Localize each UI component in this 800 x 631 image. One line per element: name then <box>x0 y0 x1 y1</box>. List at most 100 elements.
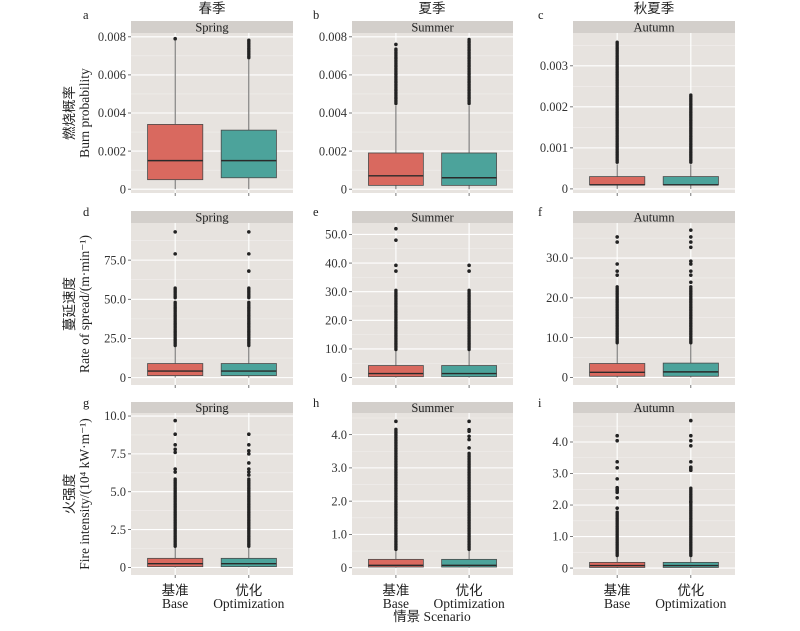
outlier-point <box>247 452 251 456</box>
y-tick-label: 25.0 <box>104 332 126 346</box>
y-tick-label: 0.006 <box>98 68 126 82</box>
outlier-point <box>689 235 693 239</box>
y-tick-label: 0 <box>562 371 568 385</box>
box-base <box>368 419 424 568</box>
panel-b: Summer b 0 0.002 0.004 0.006 0.008 <box>313 8 513 196</box>
row-label-en: Rate of spread/(m·min⁻¹) <box>77 235 92 373</box>
scenario-labels: 基准Base优化Optimization基准Base优化Optimization… <box>162 582 727 611</box>
outlier-point <box>247 38 251 42</box>
y-tick-label: 20.0 <box>325 314 347 328</box>
y-tick-label: 0.008 <box>319 30 347 44</box>
outlier-point <box>615 433 619 438</box>
interquartile-box <box>220 129 277 179</box>
outlier-point <box>689 259 693 264</box>
box-base <box>589 40 646 189</box>
facet-strip <box>352 211 513 223</box>
outlier-point <box>394 226 398 231</box>
outlier-point <box>615 285 619 289</box>
outlier-point <box>615 510 619 514</box>
panel-letter: d <box>83 205 90 219</box>
y-tick-label: 2.0 <box>331 494 347 508</box>
y-tick-label: 7.5 <box>110 447 126 461</box>
outlier-point <box>689 460 693 464</box>
outlier-point <box>467 269 471 273</box>
box-optimization <box>220 432 277 568</box>
outlier-point <box>615 466 619 470</box>
y-tick-label: 0 <box>341 371 347 385</box>
panel-d: Spring d 0 25.0 50.0 75.0 <box>83 205 293 388</box>
scenario-label-en: Base <box>162 596 188 611</box>
y-tick-label: 30.0 <box>325 285 347 299</box>
facet-strip <box>352 21 513 33</box>
outlier-point <box>467 451 471 456</box>
y-tick-label: 10.0 <box>104 409 126 423</box>
outlier-point <box>467 263 471 268</box>
row-label-zh: 火强度 <box>62 474 77 515</box>
row-label-burn-probability: 燃烧概率 Burn probability <box>61 68 92 158</box>
outlier-point <box>689 245 693 250</box>
box-base <box>147 230 204 378</box>
y-tick-label: 0 <box>120 182 126 196</box>
row-label-en: Burn probability <box>77 68 92 158</box>
y-tick-label: 0 <box>341 182 347 196</box>
panel-background <box>352 413 513 575</box>
row-label-rate-of-spread: 蔓延速度 Rate of spread/(m·min⁻¹) <box>62 235 92 373</box>
y-tick-label: 0.002 <box>540 100 568 114</box>
outlier-point <box>394 427 398 432</box>
y-tick-label: 30.0 <box>546 251 568 265</box>
box-optimization <box>441 37 497 190</box>
y-tick-label: 0 <box>341 561 347 575</box>
y-tick-label: 0.004 <box>319 106 348 120</box>
interquartile-box <box>368 152 424 186</box>
outlier-point <box>689 240 693 244</box>
outlier-point <box>615 485 619 490</box>
panel-letter: c <box>538 8 544 22</box>
outlier-point <box>467 37 471 42</box>
panel-letter: h <box>313 396 320 410</box>
interquartile-box <box>147 557 204 568</box>
panel-background <box>352 223 513 385</box>
facet-strip <box>573 21 735 33</box>
y-tick-label: 1.0 <box>331 528 347 542</box>
box-optimization <box>662 228 719 378</box>
outlier-point <box>615 506 619 510</box>
outlier-point <box>689 465 693 470</box>
outlier-point <box>173 477 177 481</box>
outlier-point <box>615 240 619 244</box>
scenario-label-zh: 基准 <box>162 582 189 598</box>
outlier-point <box>247 252 251 256</box>
interquartile-box <box>220 557 277 568</box>
y-tick-label: 4.0 <box>552 435 568 449</box>
panel-i: Autumn i 0 1.0 2.0 3.0 4.0 <box>538 396 735 578</box>
y-tick-label: 0 <box>120 561 126 575</box>
outlier-point <box>467 434 471 439</box>
panel-background <box>131 413 293 575</box>
outlier-point <box>615 40 619 44</box>
y-tick-label: 0 <box>562 182 568 196</box>
panel-letter: i <box>538 396 542 410</box>
outlier-point <box>615 235 619 239</box>
panel-a: Spring a 0 0.002 0.004 0.006 0.008 <box>83 8 293 196</box>
y-tick-label: 5.0 <box>110 485 126 499</box>
box-optimization <box>220 230 277 378</box>
outlier-point <box>173 252 177 256</box>
outlier-point <box>394 263 398 268</box>
facet-strip <box>352 402 513 413</box>
outlier-point <box>394 238 398 242</box>
interquartile-box <box>662 176 719 186</box>
outlier-point <box>689 228 693 232</box>
outlier-point <box>615 438 619 443</box>
outlier-point <box>689 500 693 504</box>
outlier-point <box>615 269 619 273</box>
facet-strip-label: Summer <box>411 401 454 415</box>
scenario-label-en: Optimization <box>213 596 284 611</box>
outlier-point <box>173 470 177 474</box>
outlier-point <box>689 280 693 285</box>
column-title-summer: 夏季 <box>419 1 446 16</box>
y-tick-label: 50.0 <box>104 292 126 306</box>
y-tick-label: 3.0 <box>331 461 347 475</box>
y-tick-label: 1.0 <box>552 530 568 544</box>
y-tick-label: 20.0 <box>546 291 568 305</box>
box-base <box>589 433 646 569</box>
